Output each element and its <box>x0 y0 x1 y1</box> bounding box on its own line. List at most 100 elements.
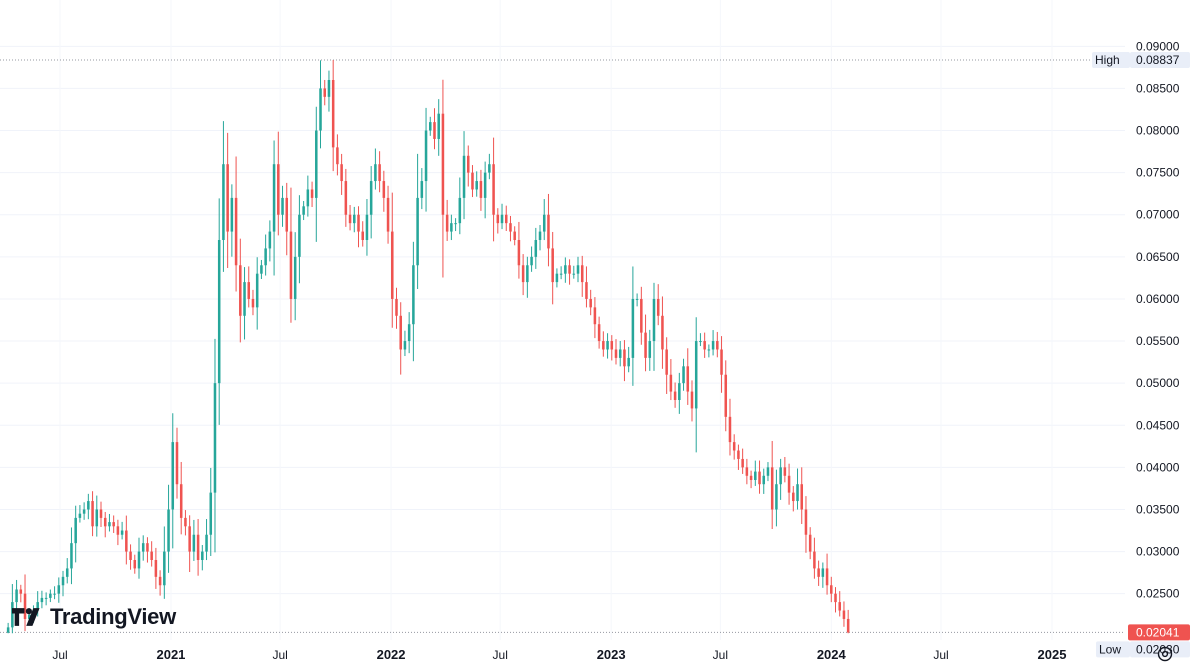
candle-body <box>65 568 69 577</box>
high-marker: High 0.08837 <box>1092 52 1190 69</box>
candle-body <box>614 349 618 358</box>
candle-body <box>78 513 82 518</box>
candle-body <box>783 467 787 476</box>
high-value-background <box>1130 52 1190 69</box>
y-tick-label: 0.07000 <box>1136 208 1180 222</box>
candle-body <box>340 164 343 182</box>
candle-body <box>656 298 660 316</box>
candle-body <box>509 223 512 232</box>
candle-body <box>800 484 804 510</box>
candle-body <box>171 442 175 510</box>
candle-body <box>661 315 664 350</box>
candle-body <box>471 172 474 190</box>
candle-body <box>796 484 799 502</box>
candle-body <box>754 471 757 480</box>
candle-body <box>82 509 86 514</box>
candle-body <box>445 214 449 232</box>
candle-body <box>593 307 597 325</box>
candle-body <box>53 593 56 595</box>
candle-body <box>99 509 103 518</box>
candle-body <box>327 80 331 97</box>
candle-body <box>365 214 369 240</box>
time-axis[interactable]: Jul 2021 Jul 2022 Jul 2023 Jul 2024 Jul 2025 <box>52 647 1066 662</box>
candle-body <box>399 315 402 350</box>
candle-body <box>792 492 795 502</box>
candle-body <box>732 442 736 451</box>
x-tick-label: Jul <box>493 648 508 662</box>
candle-body <box>589 298 592 308</box>
candle-body <box>542 214 546 232</box>
candle-body <box>403 341 407 350</box>
candle-body <box>640 298 643 333</box>
candle-body <box>74 517 77 544</box>
candle-body <box>125 530 128 552</box>
candle-body <box>538 231 542 240</box>
candle-body <box>27 614 31 619</box>
candle-body <box>420 181 424 198</box>
candle-body <box>243 282 246 316</box>
candle-body <box>167 509 170 552</box>
tradingview-logo[interactable]: TradingView <box>12 604 176 630</box>
x-tick-label: 2025 <box>1038 647 1067 662</box>
candle-body <box>433 122 436 139</box>
candle-body <box>319 88 322 131</box>
candle-body <box>353 214 356 224</box>
candle-body <box>720 349 723 375</box>
y-tick-label: 0.08000 <box>1136 124 1180 138</box>
candle-body <box>517 240 521 266</box>
candle-body <box>450 223 453 232</box>
candle-body <box>6 627 10 633</box>
candle-body <box>572 273 576 275</box>
candle-body <box>184 517 187 527</box>
settings-icon[interactable] <box>1155 644 1175 664</box>
candle-body <box>479 181 483 198</box>
candle-body <box>454 223 457 225</box>
candle-body <box>437 113 440 139</box>
candle-body <box>665 349 668 375</box>
candle-body <box>690 391 694 409</box>
candle-body <box>289 231 293 299</box>
candle-body <box>336 147 339 165</box>
candle-body <box>285 197 289 232</box>
candle-body <box>116 526 120 535</box>
candle-body <box>378 164 381 182</box>
last-price-background <box>1128 624 1190 641</box>
candle-body <box>150 551 153 560</box>
y-tick-label: 0.03000 <box>1136 545 1180 559</box>
x-tick-label: Jul <box>52 648 67 662</box>
y-tick-label: 0.06500 <box>1136 250 1180 264</box>
y-tick-label: 0.04000 <box>1136 460 1180 474</box>
candle-body <box>36 602 39 611</box>
candle-body <box>728 416 732 443</box>
candle-body <box>804 509 808 535</box>
candle-body <box>234 197 238 266</box>
candle-body <box>576 265 580 274</box>
candle-body <box>344 181 348 215</box>
candle-body <box>306 189 310 207</box>
candle-body <box>129 551 132 560</box>
candle-body <box>175 442 179 485</box>
candle-body <box>57 585 61 594</box>
candle-body <box>534 240 538 257</box>
tradingview-wordmark: TradingView <box>50 604 176 629</box>
candle-body <box>842 610 846 619</box>
last-price-value: 0.02041 <box>1136 625 1180 639</box>
candle-body <box>644 332 647 358</box>
price-axis[interactable]: 0.02500 0.03000 0.03500 0.04000 0.04500 0.050… <box>1136 39 1180 600</box>
candle-body <box>703 341 706 350</box>
candle-body <box>766 467 770 476</box>
candle-body <box>741 458 744 468</box>
candle-body <box>112 522 115 527</box>
candle-body <box>103 517 107 527</box>
candle-body <box>23 593 27 619</box>
candle-body <box>179 484 183 518</box>
candle-body <box>817 568 820 577</box>
candle-body <box>424 130 428 182</box>
candle-body <box>230 197 234 232</box>
candle-body <box>458 197 462 224</box>
x-tick-label: 2022 <box>377 647 406 662</box>
y-tick-label: 0.03500 <box>1136 502 1180 516</box>
candle-body <box>293 256 297 299</box>
